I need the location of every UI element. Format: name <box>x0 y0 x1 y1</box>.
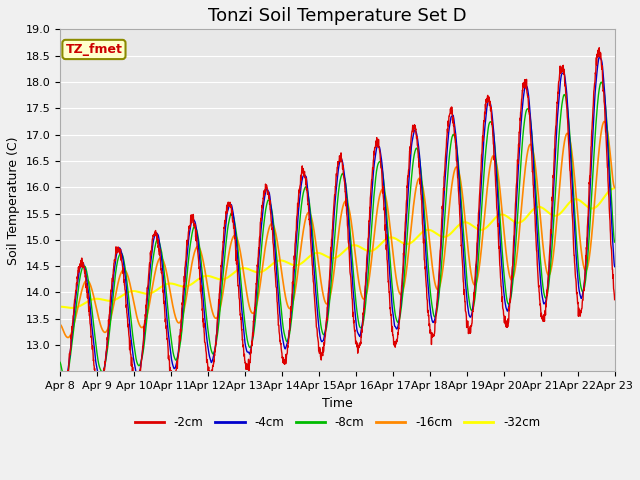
Text: TZ_fmet: TZ_fmet <box>65 43 122 56</box>
X-axis label: Time: Time <box>322 396 353 410</box>
Y-axis label: Soil Temperature (C): Soil Temperature (C) <box>7 136 20 264</box>
Legend: -2cm, -4cm, -8cm, -16cm, -32cm: -2cm, -4cm, -8cm, -16cm, -32cm <box>130 411 545 434</box>
Title: Tonzi Soil Temperature Set D: Tonzi Soil Temperature Set D <box>208 7 467 25</box>
